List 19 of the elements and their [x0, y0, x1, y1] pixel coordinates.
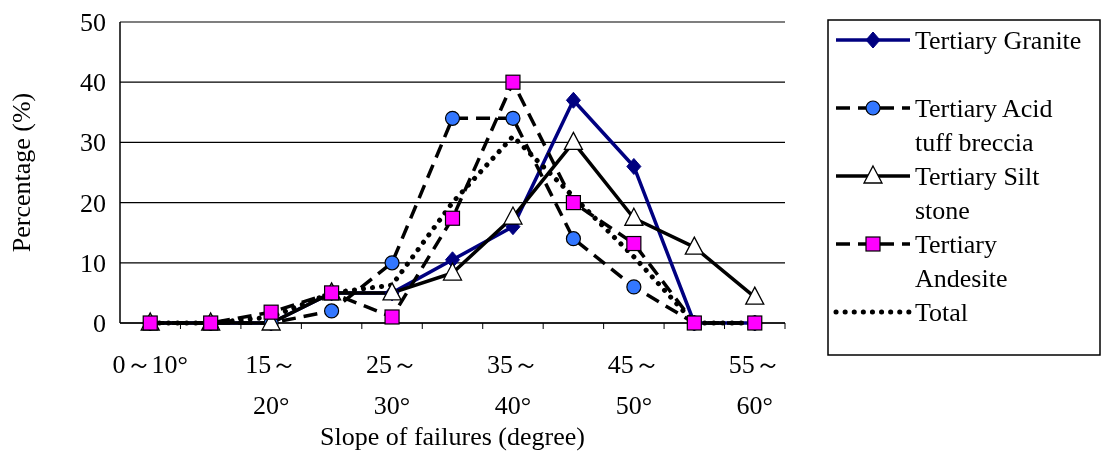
y-axis-title: Percentage (%) [7, 92, 36, 253]
x-tick-label: 15～ 20° [245, 350, 298, 420]
x-tick-label: 0～10° [112, 350, 188, 379]
legend-label: Tertiary Silt stone [915, 162, 1041, 225]
legend-label: Tertiary Granite [915, 26, 1082, 55]
x-axis-title: Slope of failures (degree) [320, 422, 585, 451]
x-tick-label: 35～ 40° [486, 350, 539, 420]
y-tick-label: 50 [80, 8, 106, 37]
y-tick-label: 20 [80, 188, 106, 218]
legend-label: Tertiary Andesite [915, 230, 1008, 293]
legend-label: Total [915, 298, 969, 327]
y-tick-label: 40 [80, 68, 106, 98]
y-tick-label: 10 [80, 248, 106, 278]
y-tick-label: 30 [80, 128, 106, 158]
legend-label: Tertiary Acid tuff breccia [915, 94, 1053, 157]
x-tick-label: 45～ 50° [607, 350, 660, 420]
x-tick-label: 55～ 60° [728, 350, 781, 420]
x-tick-label: 25～ 30° [366, 350, 419, 420]
y-tick-label: 0 [93, 309, 106, 338]
